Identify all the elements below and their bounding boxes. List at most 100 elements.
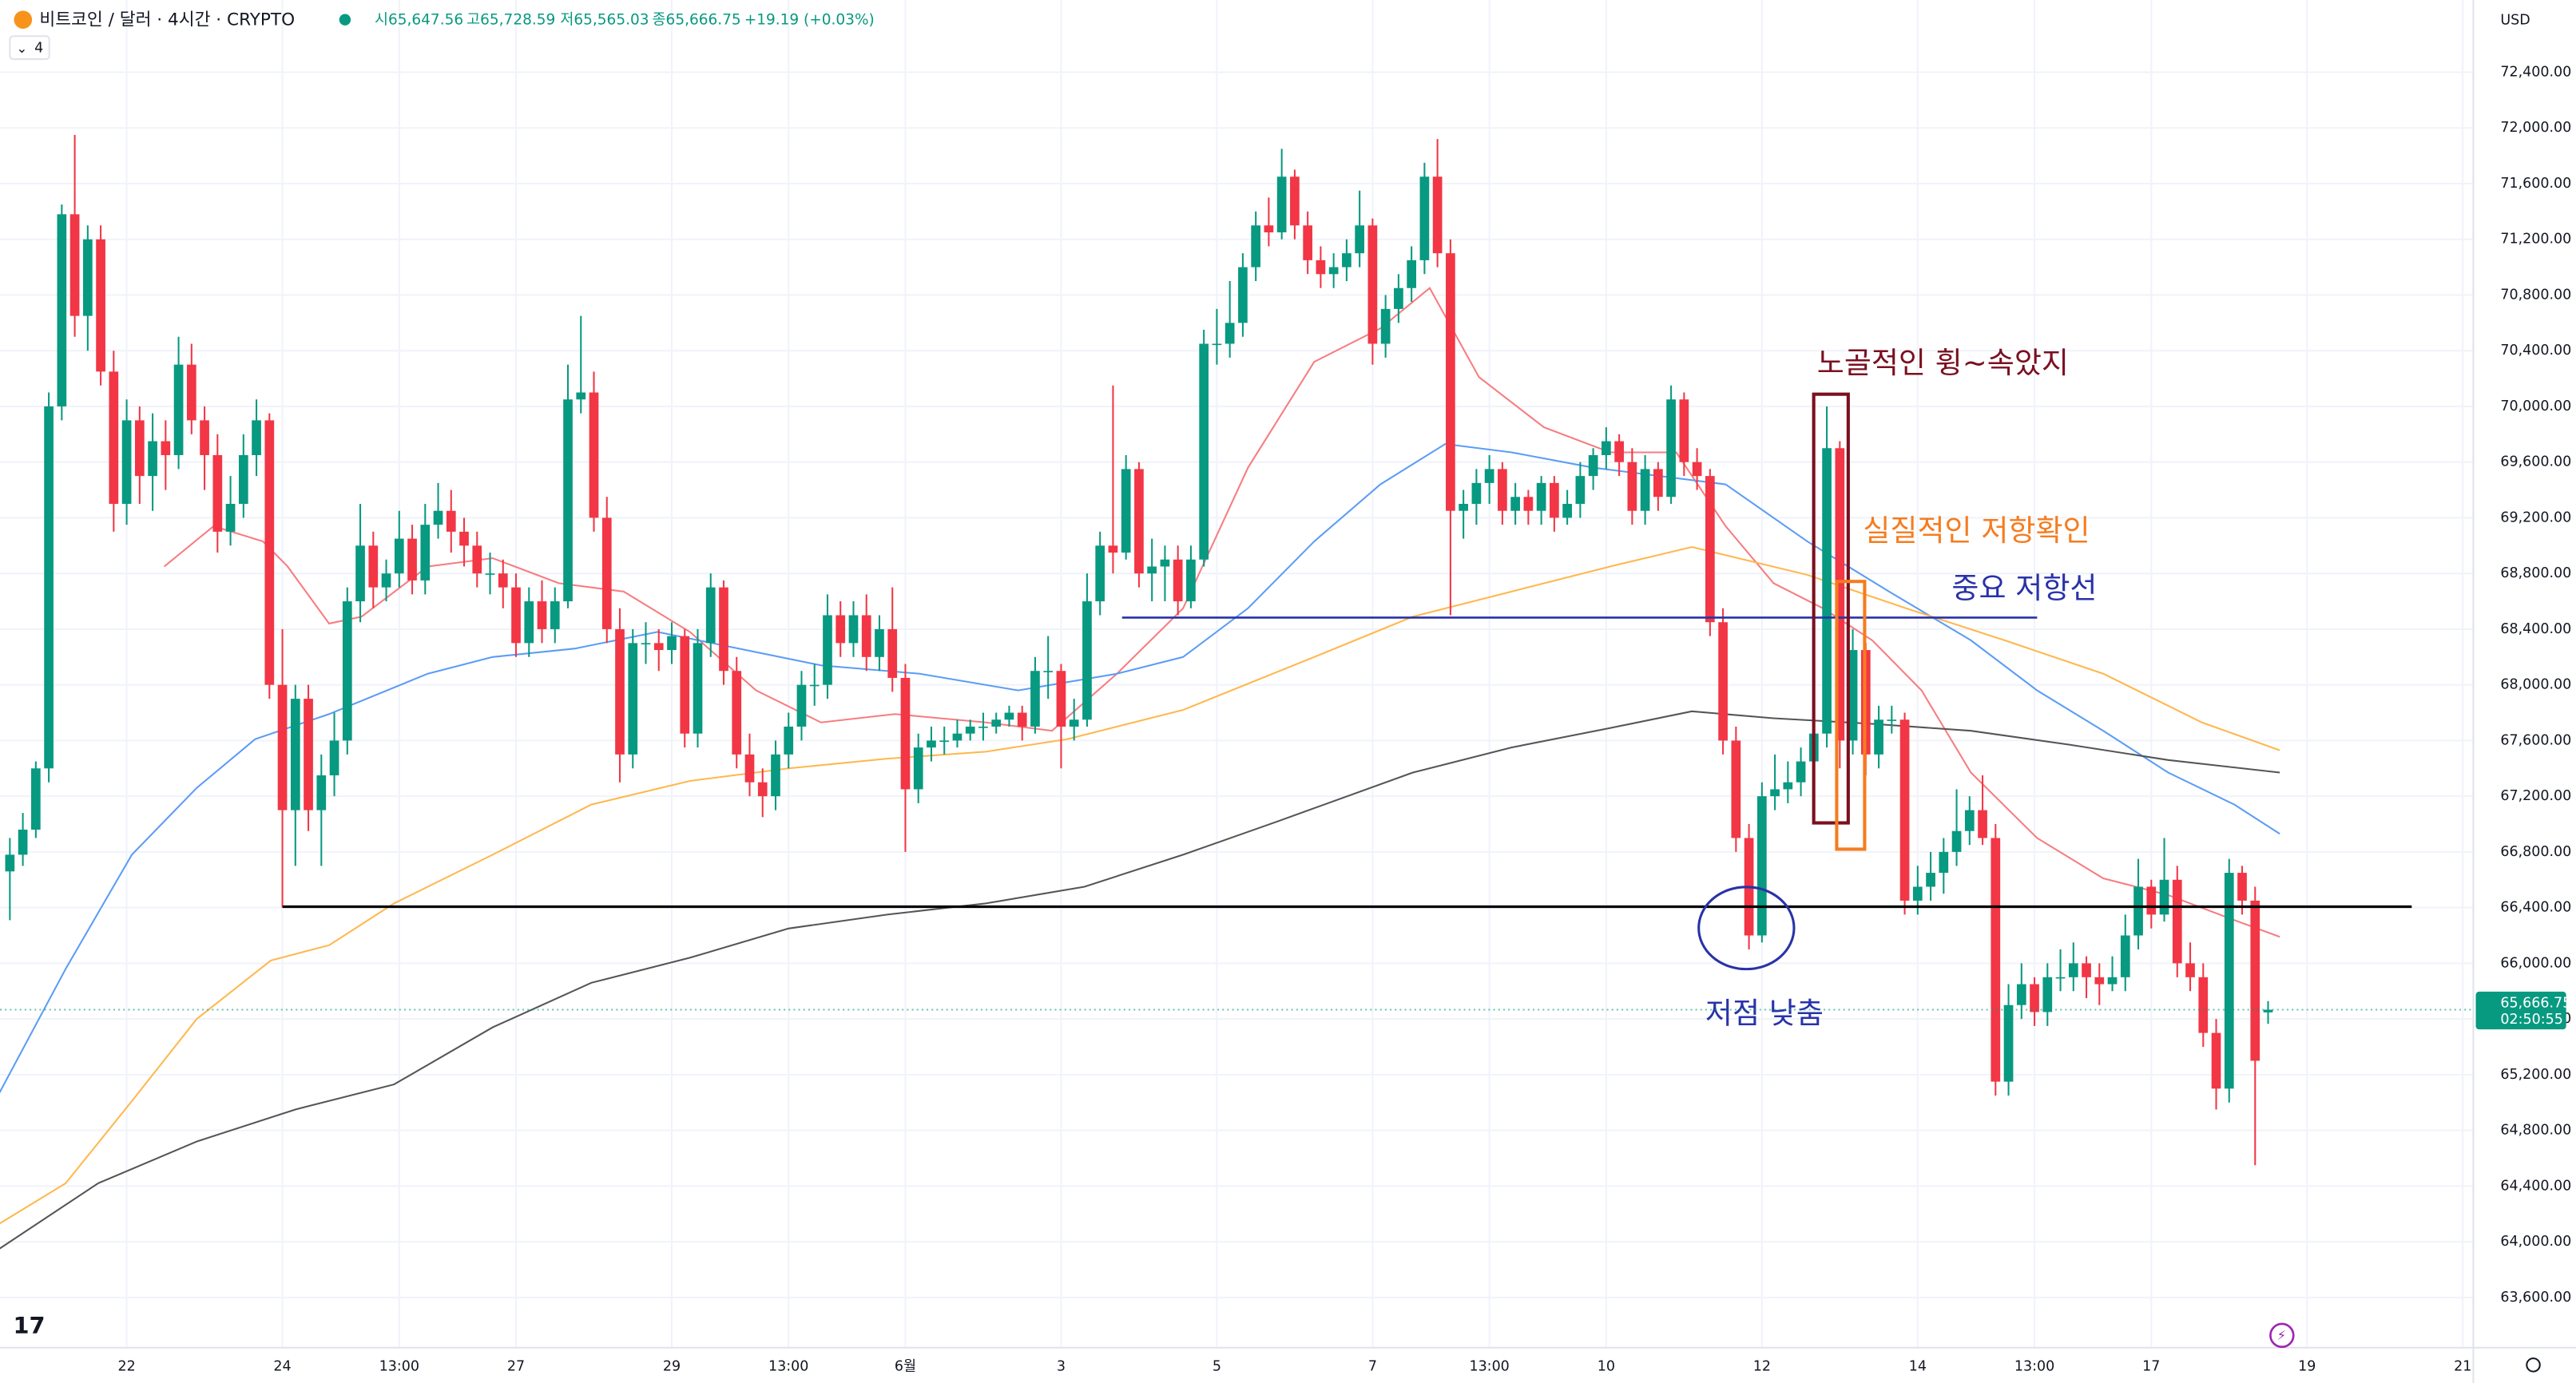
- x-tick-label: 17: [2142, 1358, 2160, 1374]
- candle-body: [2224, 873, 2234, 1089]
- candle-body: [1290, 176, 1300, 226]
- candle-body: [1666, 399, 1676, 497]
- candle-body: [1951, 830, 1962, 852]
- y-tick-label: 68,000.00: [2500, 677, 2571, 693]
- candles: [5, 134, 2273, 1166]
- candle-body: [1017, 712, 1027, 727]
- candle-body: [757, 782, 768, 797]
- candle-body: [965, 726, 975, 734]
- candle-body: [1874, 719, 1883, 755]
- candle-body: [1380, 308, 1391, 344]
- x-tick-label: 10: [1598, 1358, 1615, 1374]
- candle-body: [1342, 253, 1352, 267]
- ohlc-high: 고65,728.59: [466, 12, 555, 29]
- alert-icon[interactable]: [2269, 1322, 2295, 1349]
- y-tick-label: 67,200.00: [2500, 788, 2571, 804]
- candle-body: [1043, 671, 1054, 672]
- y-tick-label: 66,400.00: [2500, 900, 2571, 916]
- candle-body: [1419, 176, 1430, 260]
- y-tick-label: 68,800.00: [2500, 565, 2571, 581]
- candle-body: [1264, 225, 1274, 233]
- candle-body: [2250, 900, 2260, 1061]
- x-tick-label: 12: [1753, 1358, 1771, 1374]
- box-resistance: [1835, 580, 1867, 851]
- candle-body: [1602, 441, 1611, 455]
- candle-body: [1095, 545, 1105, 602]
- candle-body: [1510, 497, 1520, 511]
- y-tick-label: 71,600.00: [2500, 176, 2571, 192]
- candle-body: [900, 677, 911, 790]
- y-tick-label: 72,000.00: [2500, 120, 2571, 136]
- x-tick-label: 13:00: [1469, 1358, 1509, 1374]
- candle-body: [2237, 873, 2247, 901]
- logo[interactable]: 17: [13, 1312, 45, 1339]
- candle-body: [2172, 879, 2182, 964]
- candle-body: [57, 214, 67, 406]
- y-tick-label: 66,000.00: [2500, 955, 2571, 971]
- candle-body: [653, 643, 664, 651]
- candle-body: [680, 636, 690, 734]
- candle-body: [290, 699, 300, 810]
- y-tick-label: 70,400.00: [2500, 343, 2571, 359]
- candle-body: [952, 733, 963, 741]
- candle-body: [1550, 482, 1559, 518]
- candle-body: [1848, 650, 1858, 741]
- y-tick-label: 71,200.00: [2500, 232, 2571, 248]
- candle-body: [355, 545, 365, 602]
- candle-body: [1276, 176, 1287, 233]
- candle-body: [1484, 469, 1494, 483]
- candle-body: [861, 615, 871, 657]
- candle-body: [1121, 469, 1131, 553]
- moving-average: [0, 710, 2280, 1250]
- candle-body: [1186, 559, 1196, 602]
- candle-body: [524, 601, 534, 644]
- indicator-count[interactable]: 4: [34, 41, 43, 57]
- candle-body: [641, 643, 651, 645]
- indicator-caret: ⌄: [17, 41, 28, 56]
- candle-body: [446, 510, 456, 532]
- candle-body: [1822, 448, 1832, 734]
- candle-body: [238, 454, 248, 505]
- candle-body: [615, 628, 625, 755]
- coin-icon: [14, 10, 33, 29]
- candle-body: [2263, 1009, 2273, 1012]
- candle-body: [1614, 441, 1624, 462]
- candle-body: [1432, 176, 1443, 254]
- candle-body: [1498, 469, 1507, 511]
- ohlc-open: 시65,647.56: [375, 12, 463, 29]
- candle-body: [1004, 712, 1014, 720]
- candle-body: [1147, 566, 1157, 574]
- candle-body: [848, 615, 859, 644]
- candle-body: [1316, 260, 1326, 275]
- moving-average: [0, 545, 2280, 1225]
- candle-body: [1887, 719, 1897, 721]
- settings-icon[interactable]: [2526, 1357, 2541, 1373]
- y-tick-label: 67,600.00: [2500, 732, 2571, 748]
- candle-body: [252, 420, 261, 455]
- candle-body: [1835, 448, 1845, 741]
- x-tick-label: 13:00: [379, 1358, 419, 1374]
- candle-body: [2211, 1032, 2221, 1089]
- indicator-toggle[interactable]: [9, 35, 50, 61]
- candle-body: [693, 643, 703, 734]
- candle-body: [771, 754, 780, 797]
- candle-body: [1796, 761, 1806, 783]
- candle-body: [1056, 671, 1066, 727]
- candle-body: [44, 406, 54, 769]
- candle-body: [1575, 476, 1586, 505]
- candle-body: [705, 587, 716, 644]
- candle-body: [978, 726, 988, 728]
- candle-body: [1355, 225, 1364, 254]
- symbol[interactable]: 비트코인 / 달러 · 4시간 · CRYPTO: [39, 10, 295, 30]
- candle-body: [1912, 886, 1923, 901]
- y-tick-label: 64,800.00: [2500, 1123, 2571, 1139]
- candle-body: [173, 364, 184, 455]
- candle-body: [1991, 838, 2001, 1082]
- currency[interactable]: USD: [2500, 13, 2530, 29]
- ohlc-change: +19.19 (+0.03%): [744, 12, 875, 29]
- candle-body: [1173, 559, 1183, 602]
- candle-body: [1978, 810, 1987, 838]
- last-price-label: 65,666.75: [2500, 995, 2571, 1011]
- candle-body: [887, 628, 898, 678]
